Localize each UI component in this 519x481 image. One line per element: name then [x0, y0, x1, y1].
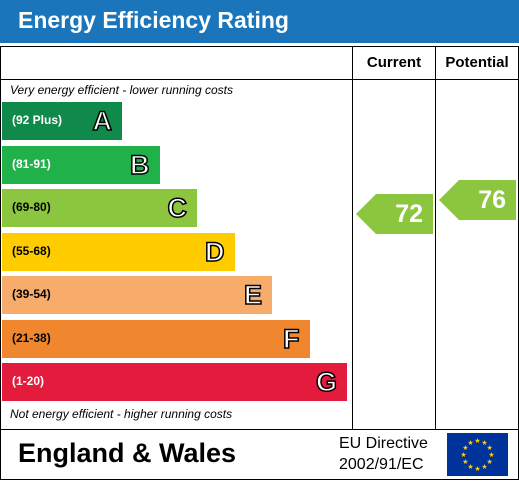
potential-column-divider [435, 46, 436, 430]
chart-title: Energy Efficiency Rating [18, 7, 289, 33]
band-letter-label: A [92, 105, 113, 137]
flag-star-icon: ★ [467, 439, 473, 447]
potential-rating-value: 76 [478, 186, 506, 214]
band-range-label: (1-20) [12, 374, 45, 388]
current-rating-value: 72 [395, 200, 423, 228]
band-range-label: (69-80) [12, 200, 51, 214]
band-letter-label: C [167, 192, 188, 224]
band-letter-label: E [243, 279, 263, 311]
band-f: (21-38) F [2, 319, 310, 358]
flag-star-icon: ★ [486, 458, 492, 466]
directive-line-1: EU Directive [339, 435, 428, 452]
flag-star-icon: ★ [462, 458, 468, 466]
current-column-header: Current [366, 54, 422, 71]
band-b: (81-91) B [2, 145, 160, 184]
band-range-label: (81-91) [12, 156, 51, 171]
flag-star-icon: ★ [488, 451, 494, 459]
eu-flag-icon: ★ ★ ★ ★ ★ ★ ★ ★ ★ ★ ★ ★ [447, 433, 508, 476]
band-letter-label: F [282, 323, 300, 355]
footer-row-divider [0, 429, 519, 430]
band-range-label: (39-54) [12, 287, 51, 301]
band-range-label: (21-38) [12, 330, 51, 345]
band-c: (69-80) C [2, 189, 197, 227]
flag-star-icon: ★ [462, 444, 468, 452]
top-note: Very energy efficient - lower running co… [10, 83, 233, 97]
flag-star-icon: ★ [481, 463, 487, 471]
header-bar: Energy Efficiency Rating [0, 0, 519, 43]
header-row-divider [0, 79, 519, 80]
band-letter-label: B [129, 149, 150, 181]
current-column-divider [352, 46, 353, 430]
flag-star-icon: ★ [474, 437, 480, 445]
band-letter-label: G [315, 366, 338, 398]
band-d: (55-68) D [2, 232, 235, 271]
eu-directive: EU Directive 2002/91/EC [339, 433, 428, 475]
directive-line-2: 2002/91/EC [339, 456, 424, 473]
region-label: England & Wales [18, 438, 237, 468]
flag-star-icon: ★ [460, 451, 466, 459]
band-range-label: (92 Plus) [12, 113, 63, 127]
flag-star-icon: ★ [486, 444, 492, 452]
flag-star-icon: ★ [467, 463, 473, 471]
band-a: (92 Plus) A [2, 102, 122, 140]
bottom-note: Not energy efficient - higher running co… [10, 407, 233, 421]
flag-star-icon: ★ [481, 439, 487, 447]
band-e: (39-54) E [2, 276, 272, 314]
band-letter-label: D [204, 236, 225, 268]
band-g: (1-20) G [2, 363, 347, 401]
potential-column-header: Potential [445, 54, 509, 71]
flag-star-icon: ★ [474, 465, 480, 473]
band-range-label: (55-68) [12, 243, 51, 258]
